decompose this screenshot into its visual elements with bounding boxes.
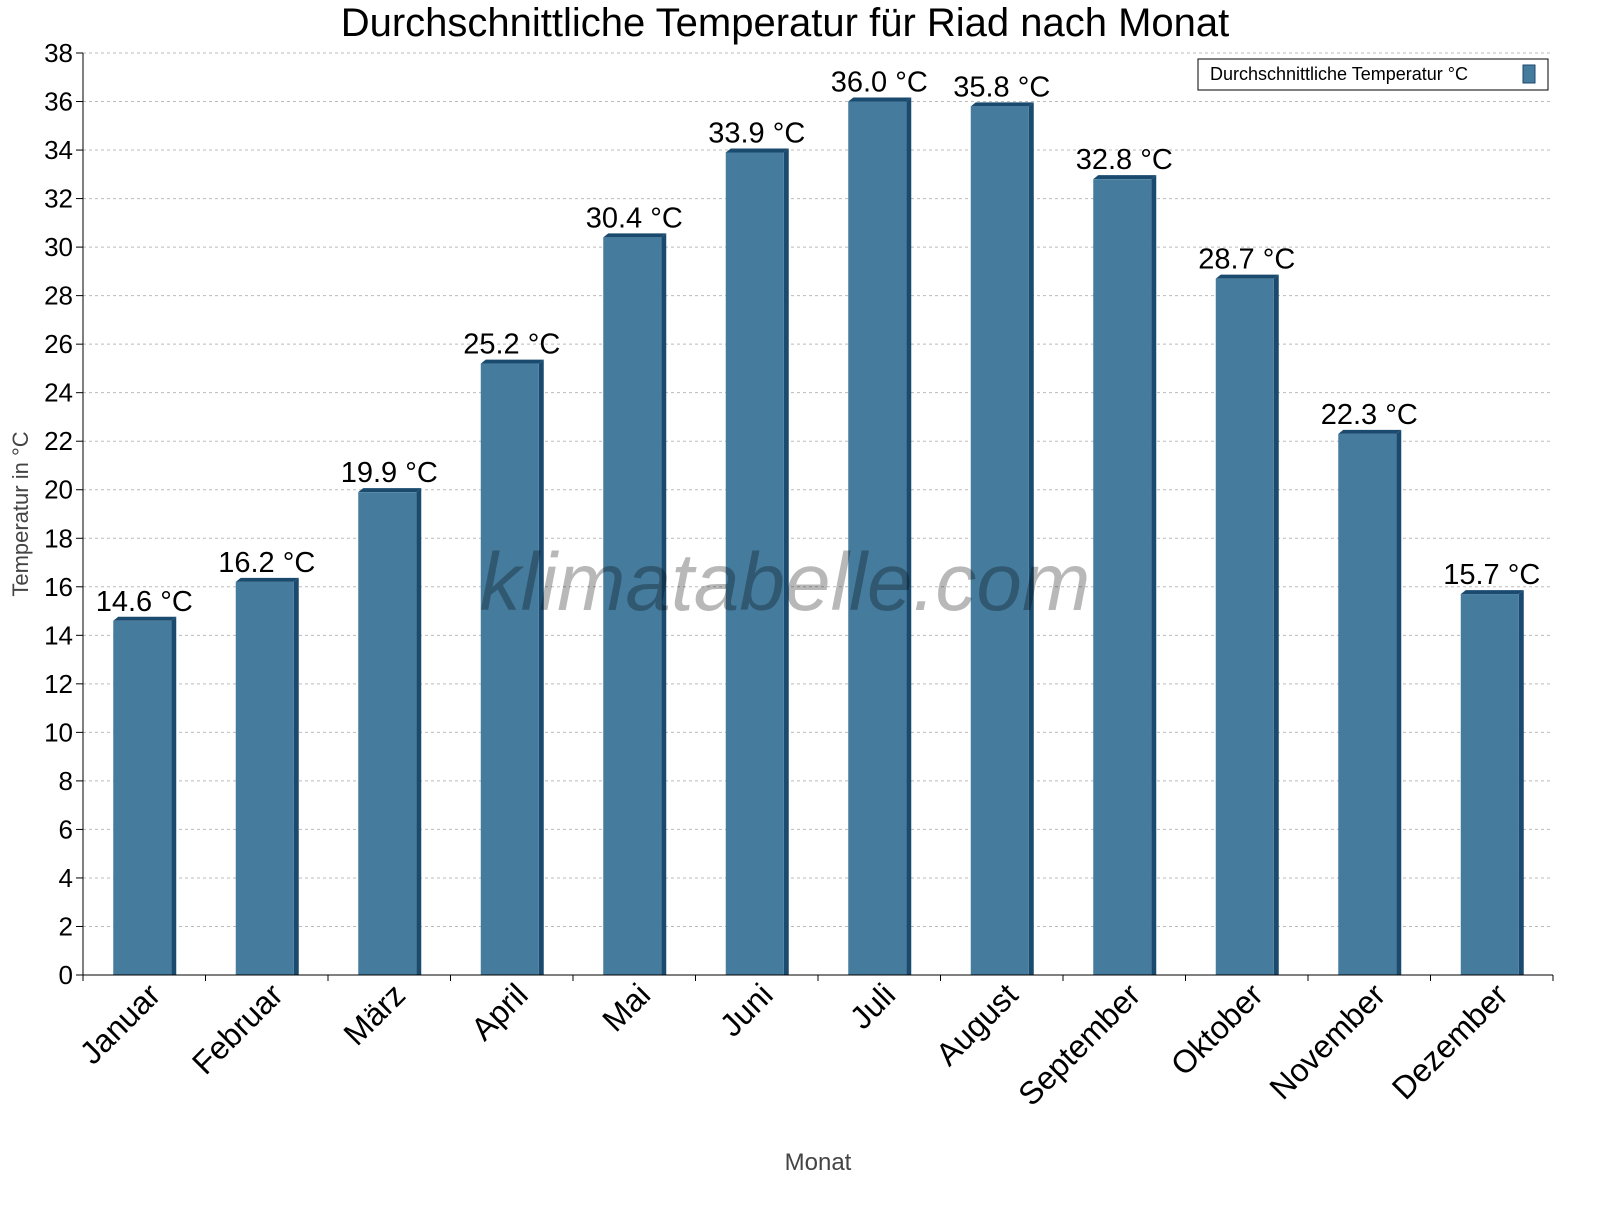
y-tick-label: 20 <box>44 475 73 505</box>
x-tick-label: Februar <box>185 976 290 1081</box>
x-axis-label: Monat <box>785 1149 852 1176</box>
bar-side <box>906 97 912 976</box>
x-tick-label: Januar <box>73 976 168 1071</box>
y-axis-label: Temperatur in °C <box>8 431 33 596</box>
bar <box>1338 433 1397 975</box>
y-tick-label: 14 <box>44 620 73 650</box>
chart-title: Durchschnittliche Temperatur für Riad na… <box>341 1 1230 45</box>
bar-side <box>1273 274 1279 976</box>
bar-top <box>848 97 912 102</box>
bar-top <box>1093 175 1157 180</box>
data-label: 33.9 °C <box>708 117 805 149</box>
legend-label: Durchschnittliche Temperatur °C <box>1210 64 1468 84</box>
bar-side <box>1396 429 1402 975</box>
bar-top <box>113 616 177 621</box>
bar-side <box>416 488 422 975</box>
x-tick-label: August <box>929 976 1025 1072</box>
bars <box>113 97 1524 976</box>
bar <box>480 363 539 975</box>
bar <box>235 581 294 975</box>
data-label: 35.8 °C <box>953 71 1050 103</box>
y-tick-label: 0 <box>59 960 73 990</box>
bar <box>603 237 662 975</box>
bar <box>1460 594 1519 975</box>
bar-top <box>725 148 789 153</box>
y-tick-label: 24 <box>44 378 73 408</box>
bar <box>725 152 784 975</box>
data-label: 15.7 °C <box>1443 559 1540 591</box>
bar-top <box>1460 590 1524 595</box>
x-tick-label: April <box>464 976 535 1047</box>
bar-side <box>661 233 667 975</box>
x-tick-label: Oktober <box>1164 976 1270 1082</box>
y-tick-label: 10 <box>44 717 73 747</box>
bar-top <box>235 577 299 582</box>
data-label: 32.8 °C <box>1076 144 1173 176</box>
x-tick-label: Mai <box>595 976 657 1038</box>
legend-swatch <box>1522 64 1536 84</box>
data-label: 36.0 °C <box>831 67 928 99</box>
bar-side <box>538 359 544 975</box>
y-tick-label: 8 <box>59 766 73 796</box>
bar <box>113 620 172 975</box>
y-tick-label: 32 <box>44 184 73 214</box>
x-tick-label: September <box>1011 976 1147 1112</box>
y-tick-label: 16 <box>44 572 73 602</box>
y-tick-label: 6 <box>59 814 73 844</box>
data-labels: 14.6 °C 16.2 °C 19.9 °C 25.2 °C 30.4 °C 33.9 … <box>96 67 1541 618</box>
bar <box>848 101 907 976</box>
bar-top <box>970 102 1034 107</box>
bar-top <box>480 359 544 364</box>
x-tick-label: November <box>1262 976 1392 1106</box>
y-tick-label: 28 <box>44 281 73 311</box>
data-label: 25.2 °C <box>463 329 560 361</box>
y-tick-label: 2 <box>59 911 73 941</box>
data-label: 30.4 °C <box>586 202 683 234</box>
bar-top <box>1215 274 1279 279</box>
legend: Durchschnittliche Temperatur °C <box>1197 58 1549 91</box>
gridlines <box>83 52 1553 927</box>
data-label: 14.6 °C <box>96 586 193 618</box>
y-tick-label: 18 <box>44 523 73 553</box>
bar-side <box>1518 590 1524 975</box>
y-tick-label: 38 <box>44 38 73 68</box>
bar-side <box>1028 102 1034 975</box>
bar <box>970 106 1029 975</box>
y-tick-label: 34 <box>44 135 73 165</box>
x-tick-label: Juli <box>843 976 902 1035</box>
y-tick-label: 30 <box>44 232 73 262</box>
y-tick-label: 36 <box>44 87 73 117</box>
bar <box>1215 278 1274 976</box>
y-tick-label: 26 <box>44 329 73 359</box>
bar-top <box>1338 429 1402 434</box>
bar-side <box>293 577 299 975</box>
bar <box>358 492 417 975</box>
bar-side <box>171 616 177 975</box>
bar <box>1093 179 1152 975</box>
y-tick-label: 22 <box>44 426 73 456</box>
data-label: 28.7 °C <box>1198 244 1295 276</box>
data-label: 22.3 °C <box>1321 399 1418 431</box>
data-label: 19.9 °C <box>341 457 438 489</box>
bar-top <box>358 488 422 493</box>
x-tick-label: März <box>336 976 412 1052</box>
bar-side <box>1151 175 1157 975</box>
watermark: klimatabelle.com <box>480 537 1091 628</box>
x-tick-label: Juni <box>713 976 780 1043</box>
y-tick-label: 12 <box>44 669 73 699</box>
bar-side <box>783 148 789 975</box>
data-label: 16.2 °C <box>218 547 315 579</box>
x-tick-label: Dezember <box>1385 976 1515 1106</box>
y-tick-label: 4 <box>59 863 73 893</box>
bar-top <box>603 233 667 238</box>
